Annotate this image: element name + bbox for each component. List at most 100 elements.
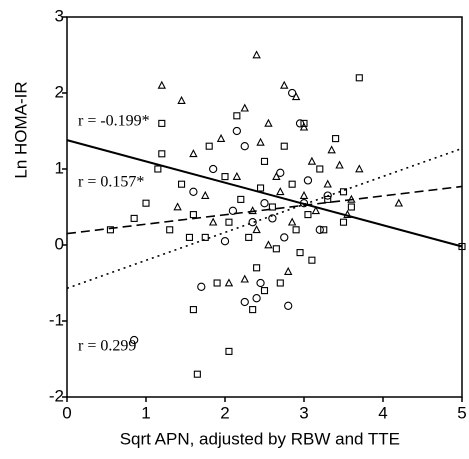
point (240, 103, 249, 112)
point (284, 301, 293, 310)
plot-frame (66, 16, 463, 398)
y-tick-label: -2 (49, 386, 64, 405)
point (185, 233, 193, 241)
point (232, 171, 242, 180)
point (332, 135, 340, 143)
point (225, 218, 233, 226)
point (154, 165, 162, 173)
point (189, 149, 198, 158)
point (106, 226, 114, 234)
point (256, 184, 265, 192)
x-tick-label: 1 (141, 403, 150, 422)
point (173, 202, 182, 211)
point (347, 203, 355, 211)
x-tick-label: 3 (299, 403, 308, 422)
point (252, 294, 261, 303)
point (272, 245, 280, 253)
point (252, 50, 261, 59)
point (201, 233, 209, 241)
point (208, 217, 218, 226)
point (252, 225, 261, 234)
point (323, 179, 332, 188)
y-tick-label: 3 (55, 6, 64, 25)
y-tick-label: 1 (55, 158, 64, 177)
point (324, 195, 332, 203)
point (158, 150, 166, 158)
point (347, 194, 356, 203)
point (276, 168, 285, 177)
y-axis-label: Ln HOMA-IR (11, 81, 30, 178)
point (355, 164, 364, 173)
x-axis-label: Sqrt APN, adjusted by RBW and TTE (120, 429, 400, 448)
point (308, 256, 316, 264)
point (299, 199, 309, 208)
point (339, 218, 348, 226)
point (260, 287, 269, 295)
point (166, 226, 174, 234)
point (260, 157, 269, 165)
point (256, 137, 265, 146)
point (458, 242, 466, 251)
point (193, 370, 201, 378)
point (316, 165, 324, 173)
point (189, 187, 198, 196)
point (304, 211, 312, 219)
point (220, 237, 230, 246)
point (240, 142, 249, 151)
point (205, 142, 213, 150)
point (299, 190, 309, 199)
fit-line (66, 139, 463, 248)
point (225, 347, 233, 355)
point (129, 335, 139, 345)
point (283, 266, 293, 275)
y-tick-label: 0 (55, 234, 64, 253)
point (189, 306, 197, 314)
point (320, 226, 328, 234)
point (280, 142, 288, 150)
y-tick-label: -1 (49, 310, 64, 329)
fit-line (66, 185, 463, 235)
x-tick-label: 5 (457, 403, 466, 422)
x-tick-label: 4 (378, 403, 387, 422)
r-annotation: r = 0.157* (78, 174, 144, 191)
point (339, 188, 348, 196)
x-tick-label: 0 (62, 403, 71, 422)
point (288, 180, 296, 188)
point (253, 264, 261, 272)
point (201, 190, 210, 199)
point (335, 160, 344, 169)
point (300, 119, 308, 127)
point (232, 126, 241, 136)
point (287, 88, 297, 98)
point (245, 233, 253, 241)
point (221, 173, 229, 181)
fit-line (66, 147, 463, 290)
point (189, 211, 197, 219)
r-annotation: r = 0.299 (78, 338, 136, 355)
point (296, 249, 304, 257)
point (260, 199, 269, 208)
point (178, 180, 186, 188)
point (216, 133, 226, 142)
point (233, 112, 241, 120)
point (295, 119, 305, 128)
point (355, 74, 363, 82)
point (343, 209, 352, 218)
point (177, 95, 186, 104)
point (280, 80, 289, 89)
point (292, 226, 300, 234)
point (323, 191, 332, 200)
point (240, 274, 249, 283)
point (327, 145, 336, 154)
point (311, 206, 321, 215)
point (249, 306, 257, 314)
point (287, 217, 297, 226)
point (142, 199, 150, 207)
point (158, 119, 166, 127)
y-tick-label: 2 (55, 82, 64, 101)
point (213, 279, 221, 287)
point (276, 279, 284, 287)
point (394, 198, 404, 207)
r-annotation: r = -0.199* (78, 113, 150, 130)
